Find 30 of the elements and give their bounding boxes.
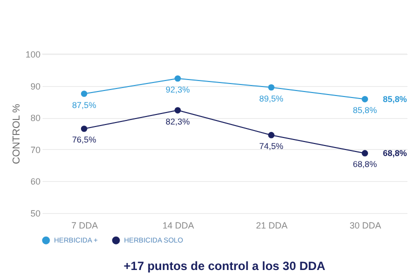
y-tick-label: 70	[30, 144, 40, 155]
y-tick-label: 100	[25, 50, 40, 60]
y-tick-label: 80	[30, 113, 40, 124]
annotation: 85,8%	[382, 94, 408, 104]
point	[268, 84, 274, 91]
data-label: 82,3%	[166, 116, 190, 126]
point	[80, 126, 88, 132]
data-label: 76,5%	[72, 134, 97, 145]
data-label: 68,8%	[352, 159, 378, 170]
y-tick-label: 60	[30, 176, 40, 187]
annotation: 68,8%	[382, 148, 408, 158]
data-label: 85,8%	[352, 105, 378, 116]
point	[174, 107, 181, 114]
data-label: 92,3%	[166, 84, 190, 94]
x-tick-label: 7 DDA	[71, 220, 98, 230]
y-axis-title: CONTROL %	[11, 104, 22, 164]
point	[362, 150, 368, 156]
x-tick-label: 21 DDA	[256, 220, 288, 230]
data-label: 74,5%	[259, 141, 284, 152]
point	[80, 90, 88, 97]
point	[268, 132, 274, 138]
point	[174, 75, 181, 82]
y-tick-label: 50	[30, 208, 40, 218]
y-tick-label: 90	[30, 81, 40, 92]
data-label: 87,5%	[72, 100, 97, 110]
data-label: 89,5%	[259, 93, 284, 104]
x-tick-label: 30 DDA	[350, 220, 382, 230]
text: +17 puntos de control a los 30 DDA	[124, 259, 326, 273]
point	[362, 96, 368, 102]
x-tick-label: 14 DDA	[162, 220, 194, 230]
